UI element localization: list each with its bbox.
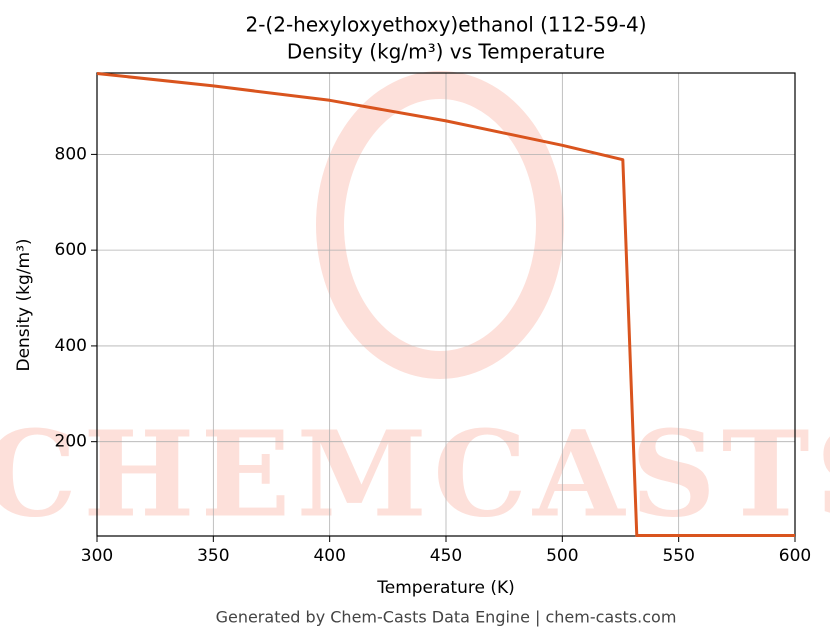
- x-tick-label: 600: [779, 546, 811, 566]
- y-tick-label: 800: [55, 144, 87, 164]
- footer: Generated by Chem-Casts Data Engine | ch…: [216, 608, 677, 627]
- watermark-logo: [316, 71, 564, 379]
- x-tick-label: 500: [546, 546, 578, 566]
- x-axis-label: Temperature (K): [376, 578, 515, 598]
- watermark: CHEMCASTS: [0, 405, 830, 544]
- x-tick-label: 550: [662, 546, 694, 566]
- x-tick-label: 350: [197, 546, 229, 566]
- x-tick-label: 300: [81, 546, 113, 566]
- y-axis-label: Density (kg/m³): [14, 238, 34, 371]
- y-tick-label: 200: [55, 432, 87, 452]
- x-tick-label: 450: [430, 546, 462, 566]
- y-tick-label: 600: [55, 240, 87, 260]
- plot-frame: [96, 72, 796, 537]
- chart-title: 2-(2-hexyloxyethoxy)ethanol (112-59-4): [245, 13, 646, 37]
- x-tick-label: 400: [313, 546, 345, 566]
- chart-subtitle: Density (kg/m³) vs Temperature: [287, 40, 605, 64]
- y-tick-label: 400: [55, 336, 87, 356]
- data-line: [96, 71, 795, 538]
